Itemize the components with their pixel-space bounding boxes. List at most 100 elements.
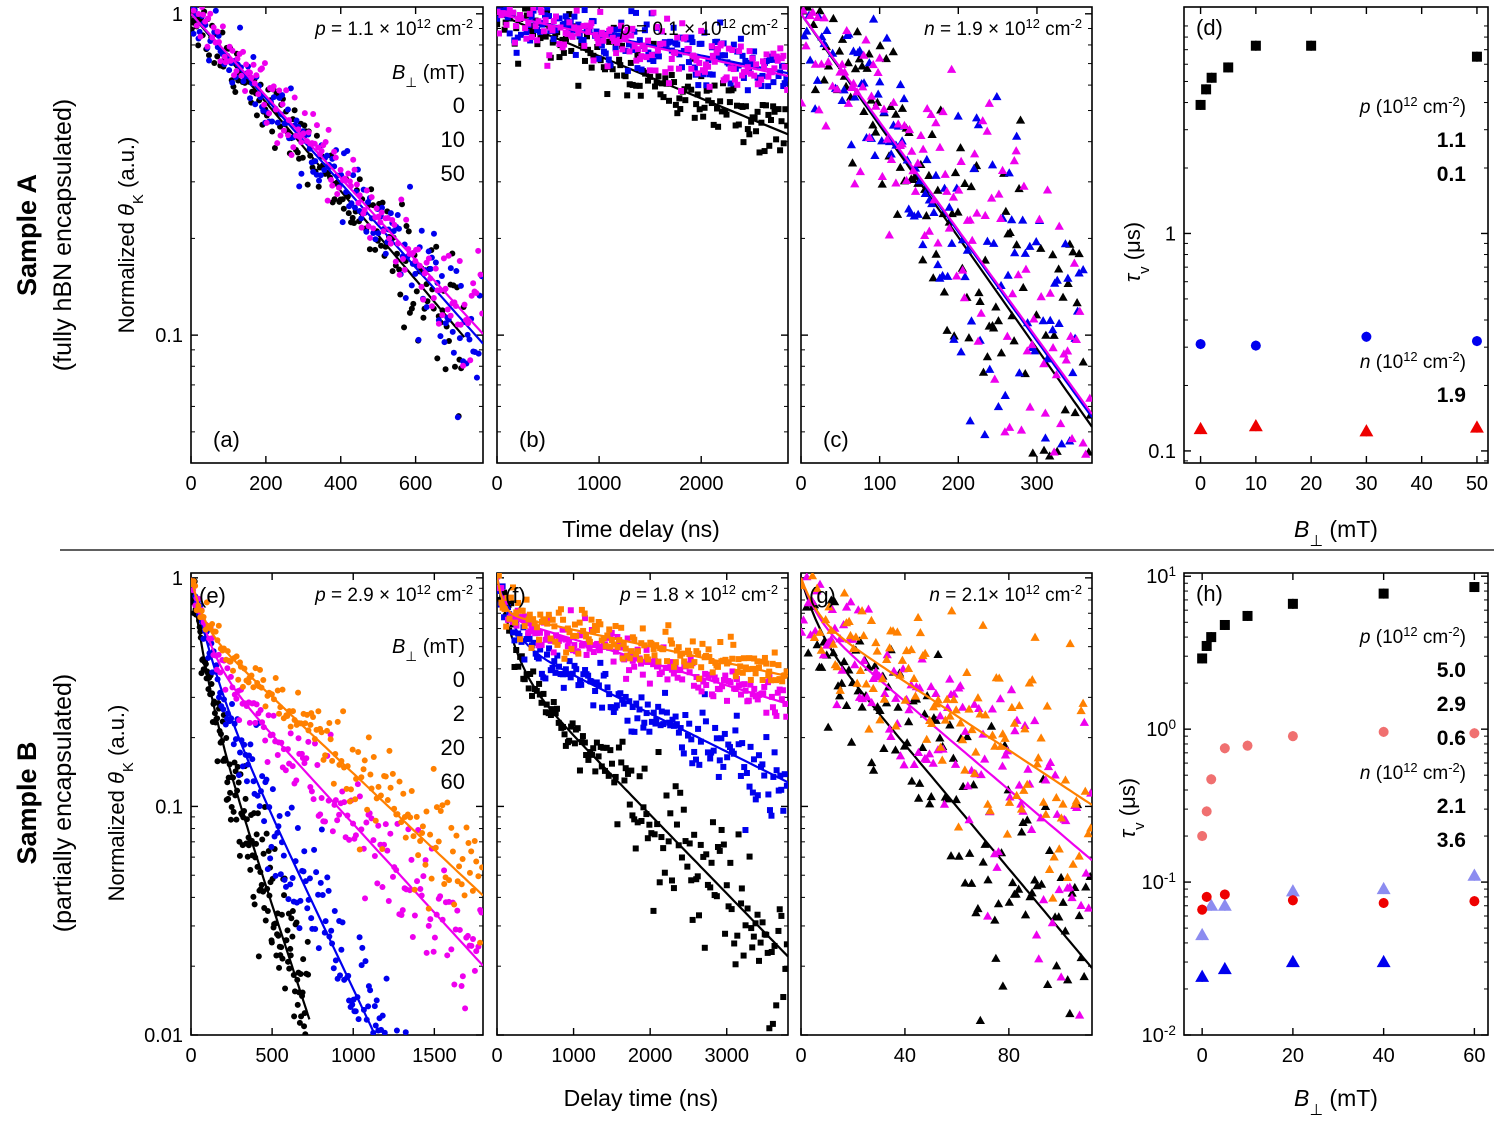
data-point (766, 1025, 773, 1032)
data-point (408, 305, 415, 312)
data-point (294, 149, 301, 156)
data-point (972, 208, 982, 217)
data-point (286, 965, 293, 972)
data-point (595, 55, 602, 62)
data-point (873, 89, 883, 98)
data-point (1012, 790, 1022, 800)
data-point (346, 178, 353, 185)
data-point (331, 907, 338, 914)
data-point (980, 255, 990, 264)
data-point (1072, 298, 1082, 307)
data-point (315, 891, 322, 898)
data-point (513, 609, 520, 616)
data-point (1022, 779, 1032, 788)
data-point (650, 645, 657, 652)
data-point (982, 352, 993, 361)
data-point (742, 922, 749, 929)
data-point (291, 1013, 298, 1020)
data-point (366, 246, 373, 253)
data-point (383, 975, 390, 982)
data-point (373, 997, 380, 1004)
data-point (299, 154, 306, 161)
data-point (695, 684, 702, 691)
data-point (781, 771, 788, 778)
data-point (954, 851, 964, 860)
data-point (852, 678, 862, 687)
data-point (1018, 215, 1028, 224)
tau-point (1469, 896, 1480, 907)
data-point (769, 704, 776, 711)
data-point (433, 243, 440, 250)
data-point (656, 879, 663, 886)
tau-point (1195, 927, 1210, 941)
data-point (562, 13, 569, 20)
data-point (846, 82, 857, 92)
data-point (710, 121, 717, 128)
data-point (594, 35, 601, 42)
data-point (228, 803, 235, 810)
data-point (438, 273, 445, 280)
data-point (777, 45, 784, 52)
data-point (295, 689, 302, 696)
data-point (939, 287, 949, 296)
data-point (702, 718, 709, 725)
data-point (1015, 115, 1026, 124)
data-point (670, 670, 677, 677)
data-point (358, 962, 365, 969)
data-point (583, 651, 590, 658)
data-point (582, 667, 589, 674)
data-point (365, 734, 372, 741)
data-point (578, 681, 585, 688)
data-point (561, 731, 568, 738)
y-tick-label: 1 (172, 568, 183, 590)
data-point (1005, 227, 1015, 236)
data-point (866, 615, 877, 624)
data-point (283, 87, 290, 94)
tau-point (1378, 897, 1389, 908)
data-point (334, 718, 341, 725)
data-point (996, 213, 1006, 223)
data-point (423, 303, 430, 310)
fit-line-2 (191, 577, 374, 1031)
data-point (688, 662, 695, 669)
data-point (937, 755, 947, 764)
data-point (254, 810, 261, 817)
data-point (916, 130, 926, 140)
tau-point (1197, 831, 1208, 842)
data-point (1068, 247, 1078, 256)
y-tick-label: 1 (172, 4, 183, 26)
data-point (308, 915, 315, 922)
data-point (888, 97, 899, 106)
data-point (907, 776, 917, 785)
data-point (751, 72, 758, 79)
data-point (349, 746, 356, 753)
data-point (517, 11, 524, 18)
data-point (659, 80, 666, 87)
data-point (1038, 895, 1049, 904)
data-point (710, 693, 717, 700)
data-point (944, 202, 954, 211)
data-point (261, 101, 268, 108)
data-point (667, 722, 674, 729)
data-point (759, 677, 766, 684)
fit-line-50 (801, 13, 1092, 415)
data-point (566, 737, 573, 744)
data-point (755, 664, 762, 671)
data-point (212, 7, 219, 14)
data-point (396, 266, 403, 273)
density-annotation: n = 2.1× 1012 cm-2 (929, 582, 1082, 607)
data-point (397, 291, 404, 298)
data-point (499, 10, 506, 17)
data-point (572, 51, 579, 58)
data-point (847, 158, 858, 167)
data-point (765, 111, 772, 118)
data-point (895, 751, 906, 760)
data-point (1016, 799, 1026, 808)
tau-point (1285, 884, 1300, 897)
xlabel-bottom: Delay time (ns) (564, 1085, 719, 1111)
data-point (552, 638, 559, 645)
data-point (835, 685, 845, 694)
row-subtitle: (partially encapsulated) (49, 674, 77, 932)
data-point (379, 1012, 386, 1019)
